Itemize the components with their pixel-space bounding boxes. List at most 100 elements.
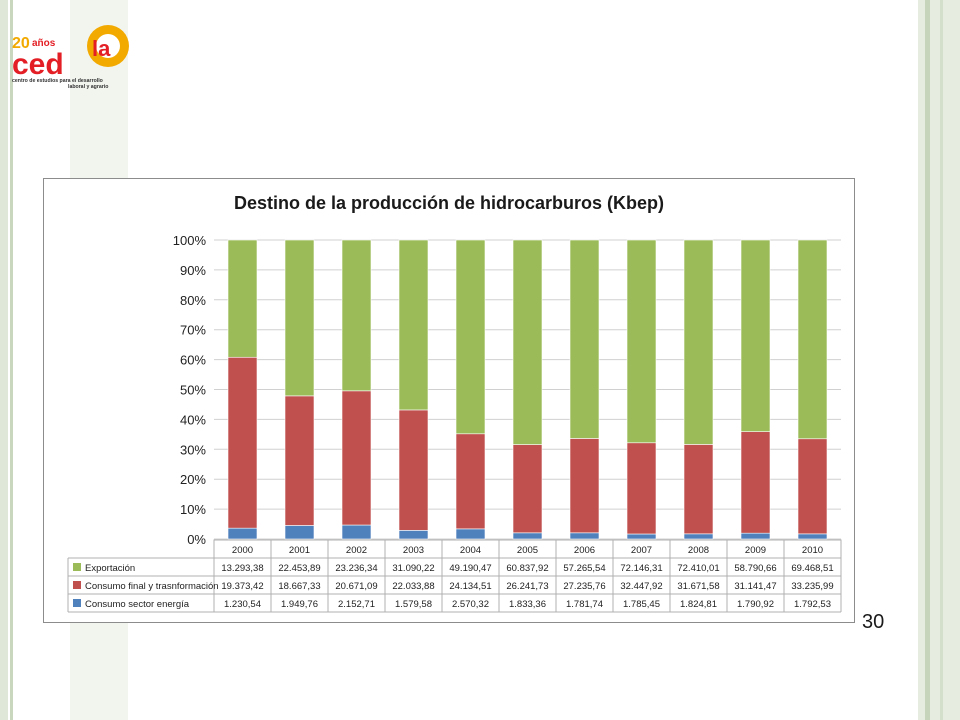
data-label-exp: 57.265,54 [563, 563, 605, 574]
page-number: 30 [862, 611, 885, 633]
logo-anniversary: la [92, 36, 111, 61]
x-tick-label: 2000 [232, 545, 253, 556]
bar-segment-ce [284, 525, 315, 540]
data-label-exp: 72.146,31 [620, 563, 662, 574]
bar-segment-ce [512, 532, 543, 540]
data-label-cf: 27.235,76 [563, 581, 605, 592]
data-label-ce: 1.230,54 [224, 599, 261, 610]
y-tick-label: 70% [180, 323, 206, 338]
data-label-cf: 31.141,47 [734, 581, 776, 592]
data-label-ce: 1.792,53 [794, 599, 831, 610]
legend-label-cf: Consumo final y trasnformación [85, 581, 219, 592]
y-tick-label: 30% [180, 442, 206, 457]
chart-title: Destino de la producción de hidrocarburo… [233, 193, 665, 213]
bar-segment-exp [227, 239, 258, 358]
bar-segment-exp [455, 239, 486, 435]
bar-segment-exp [626, 239, 657, 444]
data-label-cf: 33.235,99 [791, 581, 833, 592]
y-tick-label: 50% [180, 383, 206, 398]
data-label-exp: 72.410,01 [677, 563, 719, 574]
x-tick-label: 2002 [346, 545, 367, 556]
data-label-exp: 58.790,66 [734, 563, 776, 574]
y-tick-label: 80% [180, 293, 206, 308]
ced-logo: 20 años ced la centro de estudios para e… [8, 24, 138, 94]
x-tick-label: 2006 [574, 545, 595, 556]
data-label-ce: 1.785,45 [623, 599, 660, 610]
data-label-cf: 18.667,33 [278, 581, 320, 592]
data-label-exp: 22.453,89 [278, 563, 320, 574]
y-tick-label: 60% [180, 353, 206, 368]
bar-segment-cf [455, 433, 486, 530]
data-label-exp: 49.190,47 [449, 563, 491, 574]
y-tick-label: 20% [180, 472, 206, 487]
x-tick-label: 2005 [517, 545, 538, 556]
bar-segment-cf [284, 395, 315, 526]
x-tick-label: 2009 [745, 545, 766, 556]
logo-tagline-2: laboral y agrario [68, 84, 108, 90]
data-label-cf: 32.447,92 [620, 581, 662, 592]
bar-segment-cf [569, 438, 600, 534]
bar-segment-ce [398, 530, 429, 540]
bar-segment-ce [569, 532, 600, 540]
right-stripe-inner [925, 0, 930, 720]
logo-tagline-1: centro de estudios para el desarrollo [12, 78, 103, 84]
y-tick-label: 10% [180, 502, 206, 517]
bar-segment-exp [398, 239, 429, 411]
bar-segment-exp [740, 239, 771, 432]
data-label-ce: 1.790,92 [737, 599, 774, 610]
data-label-exp: 60.837,92 [506, 563, 548, 574]
data-label-exp: 23.236,34 [335, 563, 377, 574]
data-label-ce: 1.781,74 [566, 599, 603, 610]
bar-segment-ce [227, 527, 258, 540]
data-label-exp: 31.090,22 [392, 563, 434, 574]
chart-frame: Destino de la producción de hidrocarburo… [43, 178, 855, 623]
legend-swatch-ce [73, 599, 81, 607]
y-tick-label: 90% [180, 263, 206, 278]
legend-swatch-exp [73, 563, 81, 571]
x-tick-label: 2007 [631, 545, 652, 556]
data-label-exp: 69.468,51 [791, 563, 833, 574]
bar-segment-exp [683, 239, 714, 445]
bar-segment-cf [797, 438, 828, 535]
x-tick-label: 2004 [460, 545, 481, 556]
y-tick-label: 40% [180, 412, 206, 427]
x-tick-label: 2003 [403, 545, 424, 556]
bar-segment-ce [683, 533, 714, 540]
right-stripe-thin [940, 0, 943, 720]
bar-segment-cf [683, 444, 714, 535]
y-tick-label: 0% [187, 532, 206, 547]
bar-segment-ce [455, 528, 486, 540]
data-label-cf: 24.134,51 [449, 581, 491, 592]
logo-years-word: años [32, 38, 56, 49]
x-tick-label: 2008 [688, 545, 709, 556]
data-label-ce: 1.833,36 [509, 599, 546, 610]
logo-circle-inner [96, 34, 120, 58]
bar-segment-cf [398, 409, 429, 531]
bar-segment-ce [626, 533, 657, 540]
data-label-exp: 13.293,38 [221, 563, 263, 574]
data-label-ce: 1.824,81 [680, 599, 717, 610]
stacked-bar-chart: 0% 10% 20% 30% 40% 50% 60% 70% 80% 90% 100% 2000 200… [67, 233, 842, 613]
y-tick-label: 100% [173, 233, 207, 248]
legend-swatch-cf [73, 581, 81, 589]
bar-segment-exp [284, 239, 315, 397]
bar-segment-cf [740, 431, 771, 534]
bar-segment-exp [341, 239, 372, 392]
bar-segment-exp [512, 239, 543, 445]
left-stripe-inner [10, 0, 13, 720]
bar-segment-exp [569, 239, 600, 439]
bar-segment-cf [227, 356, 258, 529]
bar-segment-exp [797, 239, 828, 440]
logo-brand: ced [12, 48, 64, 81]
legend-label-exp: Exportación [85, 563, 135, 574]
left-stripe-outer [0, 0, 8, 720]
data-label-cf: 19.373,42 [221, 581, 263, 592]
data-label-ce: 2.570,32 [452, 599, 489, 610]
x-tick-label: 2001 [289, 545, 310, 556]
x-tick-label: 2010 [802, 545, 823, 556]
data-label-cf: 20.671,09 [335, 581, 377, 592]
ced-logo-mark: 20 años ced la centro de estudios para e… [12, 25, 129, 90]
data-label-cf: 26.241,73 [506, 581, 548, 592]
bar-segment-ce [341, 524, 372, 540]
data-label-cf: 31.671,58 [677, 581, 719, 592]
